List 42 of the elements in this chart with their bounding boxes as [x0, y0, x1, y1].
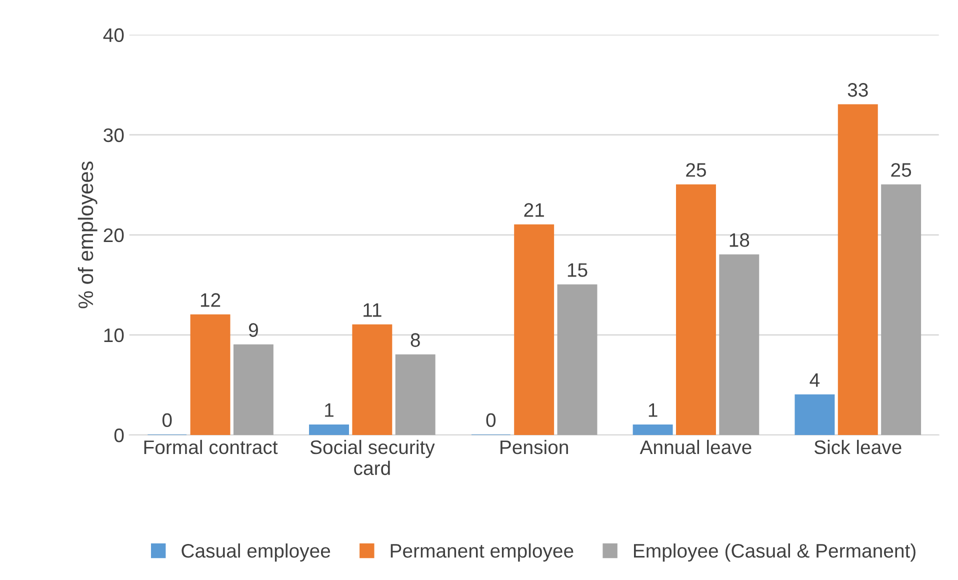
data-label: 1	[648, 403, 658, 417]
data-label: 33	[848, 83, 868, 97]
legend-label: Employee (Casual & Permanent)	[634, 543, 916, 562]
bar	[632, 424, 673, 435]
x-tick-label: Sick leave	[814, 440, 902, 454]
data-label: 25	[891, 163, 912, 177]
y-tick-label: 40	[103, 28, 124, 42]
y-tick-label: 30	[104, 128, 124, 142]
data-label: 1	[325, 403, 334, 417]
legend-label: Casual employee	[182, 543, 330, 562]
x-tick-label: Annual leave	[640, 440, 752, 454]
bar	[514, 224, 554, 435]
bar	[352, 324, 392, 435]
x-tick-label: Pension	[500, 440, 568, 454]
data-label: 25	[686, 163, 706, 177]
bar	[794, 394, 835, 435]
y-axis-title: % of employees	[78, 162, 98, 308]
y-tick-label: 10	[104, 328, 124, 342]
x-tick-label: Social security card	[310, 440, 435, 476]
data-label: 8	[410, 333, 420, 347]
bar	[838, 104, 878, 435]
data-label: 11	[364, 303, 382, 317]
bar	[719, 254, 760, 435]
data-label: 9	[248, 323, 258, 337]
data-label: 15	[568, 263, 588, 277]
bar	[557, 284, 598, 435]
x-tick-label: Formal contract	[144, 440, 278, 454]
bar	[233, 344, 274, 435]
bar	[309, 424, 349, 435]
data-label: 0	[162, 413, 172, 427]
data-label: 0	[486, 413, 496, 427]
bar	[881, 184, 922, 435]
bar	[395, 354, 436, 435]
data-label: 12	[200, 293, 220, 307]
legend-label: Permanent employee	[390, 543, 574, 562]
y-tick-label: 20	[104, 228, 124, 242]
data-label: 4	[810, 373, 820, 387]
bar	[190, 314, 230, 435]
data-label: 18	[730, 233, 750, 247]
y-tick-label: 0	[114, 428, 124, 442]
data-label: 21	[524, 203, 544, 217]
bar	[676, 184, 716, 435]
